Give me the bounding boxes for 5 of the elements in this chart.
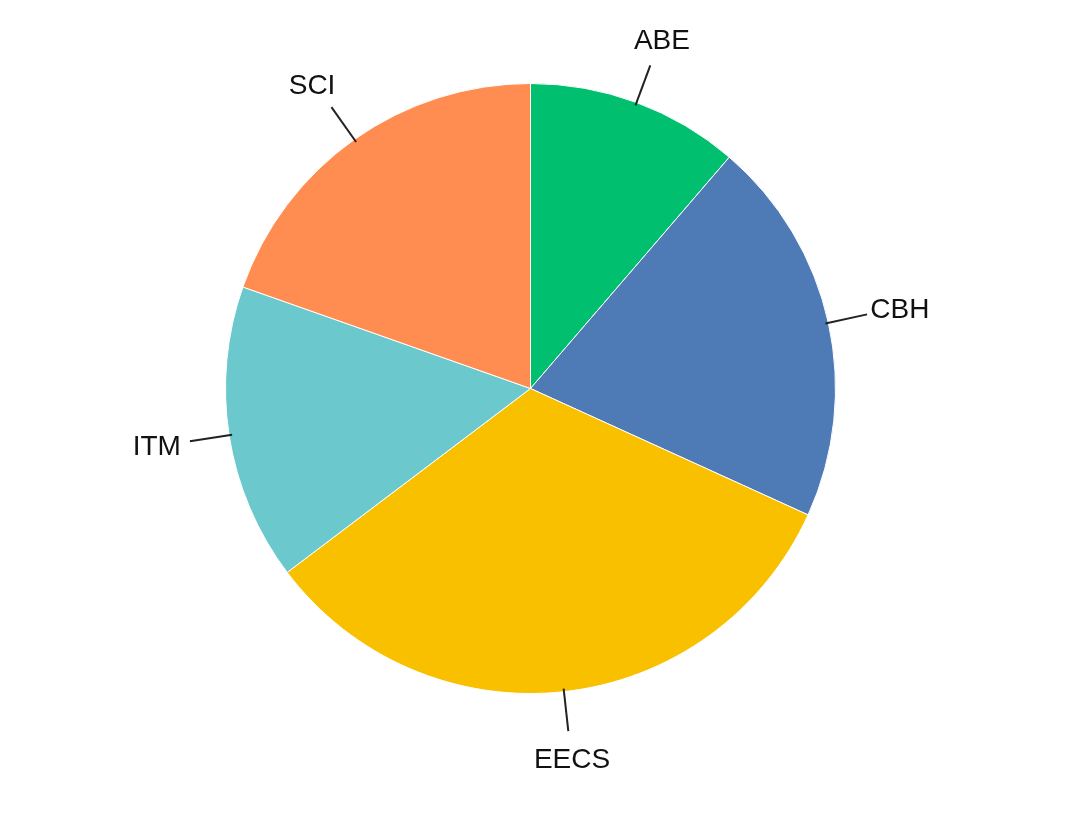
slice-label: ABE [633, 24, 690, 56]
slice-label: ITM [132, 430, 181, 462]
slice-label: SCI [288, 69, 336, 101]
slice-label: EECS [533, 742, 611, 774]
slice-label: CBH [870, 292, 930, 324]
